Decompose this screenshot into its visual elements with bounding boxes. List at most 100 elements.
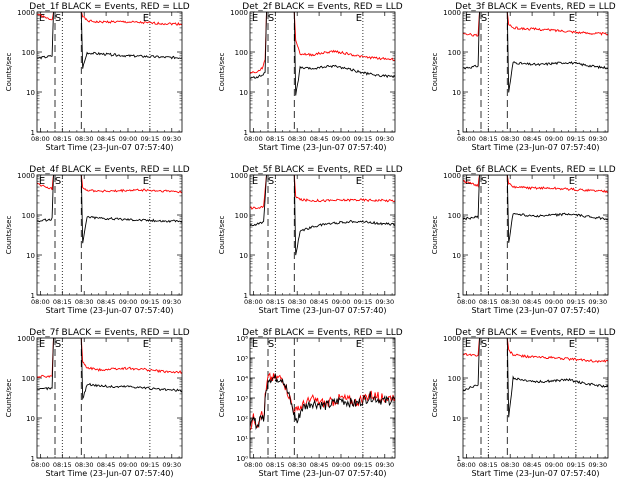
marker-letter: E	[39, 176, 45, 187]
events-series-line	[250, 175, 395, 256]
lld-series-line	[250, 175, 395, 210]
x-tick-label: 09:00	[332, 298, 351, 306]
x-tick-label: 08:30	[288, 298, 307, 306]
marker-letter: E	[39, 13, 45, 24]
y-tick-label: 10⁰	[236, 455, 248, 463]
x-tick-label: 08:15	[53, 135, 72, 143]
marker-letter: E	[569, 339, 575, 350]
x-tick-label: 08:00	[244, 298, 263, 306]
marker-letter: S	[481, 339, 487, 350]
y-axis-label: Counts/sec	[5, 216, 13, 255]
y-tick-label: 10³	[236, 395, 248, 403]
x-tick-label: 08:30	[75, 298, 94, 306]
plot-frame	[462, 11, 609, 133]
y-tick-label: 1000	[17, 172, 35, 180]
chart-title: Det_1f BLACK = Events, RED = LLD	[29, 2, 189, 12]
x-tick-label: 08:00	[31, 298, 50, 306]
x-tick-label: 08:45	[97, 461, 116, 469]
x-tick-label: 08:30	[288, 135, 307, 143]
x-axis-label: Start Time (23-Jun-07 07:57:40)	[46, 469, 174, 478]
y-axis-label: Counts/sec	[218, 53, 226, 92]
y-tick-label: 1	[31, 455, 35, 463]
x-tick-label: 09:15	[141, 298, 160, 306]
plot-frame	[462, 174, 609, 296]
x-tick-label: 08:00	[244, 135, 263, 143]
x-tick-label: 08:00	[457, 135, 476, 143]
y-tick-label: 10	[452, 415, 461, 423]
x-tick-label: 08:00	[457, 461, 476, 469]
x-tick-label: 09:30	[375, 461, 394, 469]
x-tick-label: 08:45	[97, 135, 116, 143]
y-tick-label: 1	[457, 455, 461, 463]
lld-series-line	[463, 12, 608, 38]
marker-letter: E	[143, 13, 149, 24]
events-series-line	[463, 12, 608, 93]
x-tick-label: 09:00	[119, 461, 138, 469]
x-tick-label: 09:30	[162, 298, 181, 306]
marker-letter: S	[481, 176, 487, 187]
chart-title: Det_8f BLACK = Events, RED = LLD	[242, 328, 402, 338]
marker-letter: E	[569, 13, 575, 24]
marker-letter: S	[55, 176, 61, 187]
x-tick-label: 08:45	[523, 135, 542, 143]
plot-frame	[36, 174, 183, 296]
plot-frame	[36, 337, 183, 459]
lld-series-line	[250, 12, 395, 75]
y-tick-label: 100	[22, 375, 35, 383]
y-axis-label: Counts/sec	[5, 379, 13, 418]
marker-letter: S	[55, 13, 61, 24]
x-axis-label: Start Time (23-Jun-07 07:57:40)	[472, 306, 600, 315]
y-tick-label: 1000	[443, 335, 461, 343]
y-tick-label: 100	[235, 212, 248, 220]
detector-panel: Det_8f BLACK = Events, RED = LLD Counts/s…	[218, 328, 403, 478]
x-tick-label: 08:15	[479, 461, 498, 469]
x-tick-label: 09:30	[162, 135, 181, 143]
y-tick-label: 10	[239, 89, 248, 97]
lld-series-line	[250, 372, 395, 431]
x-tick-label: 09:00	[332, 461, 351, 469]
y-tick-label: 1	[31, 129, 35, 137]
lld-series-line	[37, 175, 182, 194]
x-axis-label: Start Time (23-Jun-07 07:57:40)	[46, 306, 174, 315]
y-tick-label: 10¹	[236, 435, 248, 443]
y-tick-label: 10⁶	[236, 335, 248, 343]
events-series-line	[463, 338, 608, 418]
y-tick-label: 100	[448, 49, 461, 57]
marker-letter: E	[569, 176, 575, 187]
marker-letter: S	[268, 339, 274, 350]
marker-letter: S	[268, 13, 274, 24]
y-axis-label: Counts/sec	[431, 53, 439, 92]
x-axis-label: Start Time (23-Jun-07 07:57:40)	[259, 143, 387, 152]
y-tick-label: 1000	[17, 9, 35, 17]
events-series-line	[250, 12, 395, 96]
marker-letter: E	[356, 339, 362, 350]
x-tick-label: 09:00	[119, 135, 138, 143]
x-tick-label: 08:00	[244, 461, 263, 469]
x-tick-label: 08:15	[266, 461, 285, 469]
y-tick-label: 100	[22, 49, 35, 57]
x-tick-label: 09:00	[545, 298, 564, 306]
x-tick-label: 08:45	[310, 461, 329, 469]
chart-title: Det_9f BLACK = Events, RED = LLD	[455, 328, 615, 338]
lld-series-line	[463, 175, 608, 194]
x-tick-label: 09:00	[545, 135, 564, 143]
x-axis-label: Start Time (23-Jun-07 07:57:40)	[472, 143, 600, 152]
y-tick-label: 1000	[443, 9, 461, 17]
x-tick-label: 08:15	[479, 135, 498, 143]
x-tick-label: 08:00	[31, 135, 50, 143]
y-tick-label: 10	[26, 415, 35, 423]
detector-panel: Det_2f BLACK = Events, RED = LLD Counts/s…	[218, 2, 403, 152]
marker-letter: E	[252, 13, 258, 24]
marker-letter: E	[356, 13, 362, 24]
x-tick-label: 09:15	[567, 298, 586, 306]
y-axis-label: Counts/sec	[431, 216, 439, 255]
chart-title: Det_4f BLACK = Events, RED = LLD	[29, 165, 189, 175]
x-tick-label: 08:45	[310, 298, 329, 306]
events-series-line	[37, 175, 182, 244]
y-tick-label: 100	[448, 212, 461, 220]
marker-letter: E	[356, 176, 362, 187]
plot-frame	[249, 174, 396, 296]
plot-frame	[249, 11, 396, 133]
events-series-line	[37, 338, 182, 401]
marker-letter: E	[465, 13, 471, 24]
